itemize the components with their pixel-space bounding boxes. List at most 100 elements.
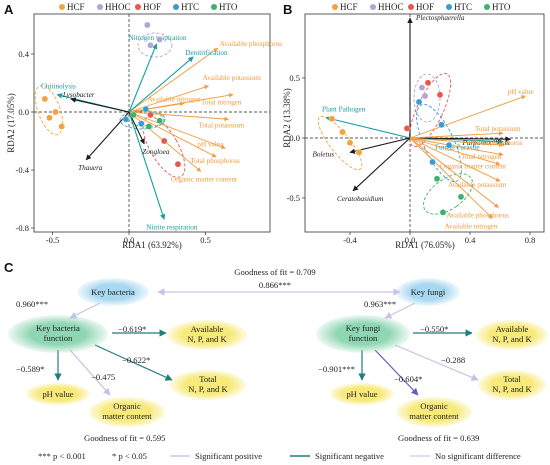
edge-ffunc-om xyxy=(374,349,419,396)
ellipse-a-hof xyxy=(142,116,186,178)
legend-dot-hof xyxy=(135,4,141,10)
arrow-organic-matter-content xyxy=(409,137,501,166)
arrow-label-boletus: Boletus xyxy=(312,150,334,158)
panel-b-ticks: -0.4 0.0 0.4 0.8 -0.5 0.0 0.5 xyxy=(287,73,536,245)
xtick-label: 0.8 xyxy=(525,235,536,245)
arrow-label-total-phosphorus: Total phosphorus xyxy=(190,157,240,165)
node-f-ph-label: pH value xyxy=(346,389,377,399)
legend-dot-htc xyxy=(173,4,179,10)
panel-b-ylabel: RDA2 (13.38%) xyxy=(282,88,292,148)
ytick-label: -0.4 xyxy=(16,165,30,175)
xtick-label: 0.0 xyxy=(405,235,416,245)
arrow-label-ceratobasidium: Ceratobasidium xyxy=(337,195,383,203)
arrow-label-total-nitrogen: Total nitrogen xyxy=(461,153,502,161)
point-htc-10 xyxy=(122,115,130,123)
arrow-total-potassium xyxy=(409,131,504,139)
point-hcf-2 xyxy=(58,123,65,130)
edge-bfunc-total xyxy=(94,344,173,381)
node-fungi-function-label: Key fungi function xyxy=(346,323,381,343)
arrow-label-denitrification: Denitrification xyxy=(185,49,228,57)
node-f-ph xyxy=(330,383,394,405)
legend-dot-hhoc xyxy=(97,4,103,10)
point-hcf-2 xyxy=(346,139,354,147)
panel-b-arrows: Plectosphaerella Plant Pathogen Fungal Par… xyxy=(312,14,533,230)
arrow-label-ph-value: pH value xyxy=(508,88,534,96)
arrow-label-total-potassium: Total potassium xyxy=(198,121,244,129)
arrow-label-purpureocillium: Purpureocillium xyxy=(462,139,510,147)
arrow-total-nitrogen xyxy=(409,137,504,157)
arrow-lysobacter xyxy=(70,97,130,113)
node-fungi-function xyxy=(316,315,410,353)
xtick-label: 0.5 xyxy=(200,235,211,245)
coef-f-func-avail: −0.550* xyxy=(420,324,448,334)
edge-bfunc-om xyxy=(69,349,111,396)
panel-a-ticks: -0.5 0.0 0.5 -0.8 -0.4 0.0 0.4 xyxy=(16,49,211,245)
arrow-nitrite-respiration xyxy=(128,111,166,220)
legend-dot-hto xyxy=(484,4,490,10)
panel-a-xlabel: RDA1 (63.92%) xyxy=(122,240,182,250)
coef-b-func-total: −0.622* xyxy=(122,355,150,365)
point-hof-9 xyxy=(174,160,182,168)
arrow-thauera xyxy=(85,111,130,161)
edge-ffunc-total xyxy=(394,344,479,381)
arrow-label-nitrite-respiration: Nitrite respiration xyxy=(146,223,198,231)
point-hhoc-5 xyxy=(421,92,429,100)
edge-bacteria-function xyxy=(69,302,101,319)
edge-fungi-function xyxy=(384,302,416,319)
arrow-label-chitinolysis: Chitinolysis xyxy=(41,83,76,91)
panel-a-frame xyxy=(33,13,271,233)
point-hto-14 xyxy=(145,123,153,130)
coef-b-func-ph: −0.589* xyxy=(16,364,44,374)
panel-b-biplot: B HCF HHOC HOF HTC HTO Plectosphaerella Plant… xyxy=(282,2,545,250)
panel-c-pathway-model: C Goodness of fit = 0.709 0.866*** Key b… xyxy=(4,260,548,461)
arrow-total-phosphorus xyxy=(128,111,217,158)
legend-dot-hcf xyxy=(59,4,65,10)
legend-dot-hhoc xyxy=(370,4,376,10)
xtick-label: -0.5 xyxy=(46,235,59,245)
panel-letter-c: C xyxy=(4,260,14,275)
arrow-label-available-nitrogen: Available nitrogen xyxy=(148,95,202,103)
ytick-label: 0.5 xyxy=(289,73,300,83)
node-f-available-npk xyxy=(476,320,548,350)
model-bacteria: Key bacteria Key bacteria function Availa… xyxy=(8,278,247,443)
node-f-total-npk-label: Total N, P, and K xyxy=(492,374,532,394)
panel-a-ylabel: RDA2 (17.05%) xyxy=(6,93,16,153)
point-hhoc-5 xyxy=(156,36,163,43)
legend-nosig-label: No significant difference xyxy=(435,451,521,461)
arrow-available-potassium xyxy=(128,85,209,113)
legend-label-hcf: HCF xyxy=(340,2,358,12)
xtick-label: 0.4 xyxy=(465,235,476,245)
coef-b-root-func: 0.960*** xyxy=(16,299,48,309)
node-bacteria-function xyxy=(8,315,108,353)
node-key-fungi xyxy=(396,278,460,306)
ellipse-b-hto xyxy=(423,173,473,215)
arrow-label-fungal-parasite: Fungal Parasite xyxy=(435,144,480,152)
point-htc-12 xyxy=(142,105,150,113)
legend-label-htc: HTC xyxy=(181,2,199,12)
panel-a-arrows: Available phosphorus Available potassium T… xyxy=(41,34,282,231)
point-hcf-0 xyxy=(328,115,336,123)
point-hhoc-6 xyxy=(147,42,154,49)
ellipse-b-hof xyxy=(408,72,452,148)
point-hof-6 xyxy=(424,79,432,87)
arrow-label-available-potassium: Available potassium xyxy=(448,181,507,189)
point-hcf-3 xyxy=(355,149,363,156)
arrow-available-phosphorus xyxy=(128,47,219,113)
point-htc-10 xyxy=(438,121,445,129)
point-hto-14 xyxy=(439,209,447,216)
xtick-label: 0.0 xyxy=(124,235,135,245)
legend-label-hcf: HCF xyxy=(67,2,85,12)
arrow-available-potassium xyxy=(409,137,501,182)
arrow-label-available-nitrogen: Available nitrogen xyxy=(445,222,499,230)
point-hof-8 xyxy=(160,137,168,145)
panel-b-frame xyxy=(304,13,545,233)
model-fungi: Key fungi Key fungi function Available N, … xyxy=(316,278,548,443)
goodness-fit-top: Goodness of fit = 0.709 xyxy=(234,267,315,277)
arrow-label-total-potassium: Total potassium xyxy=(475,125,521,133)
arrow-ph-value xyxy=(409,95,526,139)
ytick-label: 0.4 xyxy=(18,49,29,59)
node-key-fungi-label: Key fungi xyxy=(411,287,446,297)
arrow-available-nitrogen xyxy=(128,101,185,113)
legend-label-hof: HOF xyxy=(143,2,161,12)
panel-letter-a: A xyxy=(4,2,14,17)
